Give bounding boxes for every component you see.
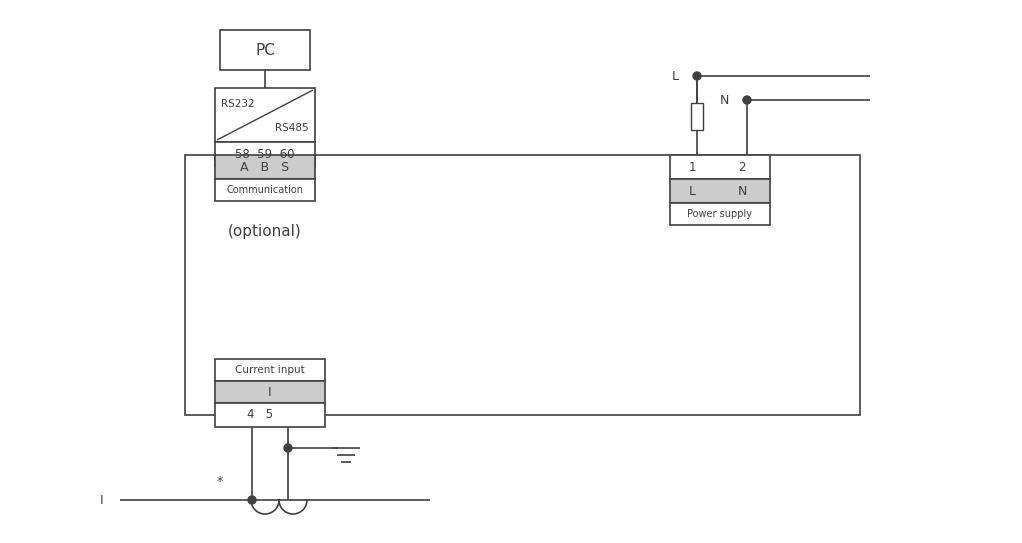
Text: *: * [217, 476, 223, 489]
Bar [670, 155, 770, 179]
Bar [215, 155, 315, 179]
Bar [185, 155, 860, 415]
Bar [670, 203, 770, 225]
Bar [220, 30, 310, 70]
Text: 2: 2 [738, 161, 746, 174]
Bar [215, 179, 315, 201]
Bar [691, 103, 703, 130]
Bar [215, 359, 325, 381]
Text: Power supply: Power supply [688, 209, 752, 219]
Text: I: I [100, 494, 103, 507]
Bar [215, 88, 315, 142]
Text: RS232: RS232 [221, 99, 254, 109]
Bar [215, 381, 325, 403]
Text: N: N [737, 185, 747, 198]
Text: 1: 1 [688, 161, 696, 174]
Text: RS485: RS485 [275, 123, 309, 133]
Text: (optional): (optional) [228, 224, 301, 238]
Text: N: N [719, 93, 729, 106]
Text: Communication: Communication [227, 185, 304, 195]
Bar [215, 142, 315, 166]
Text: Current input: Current input [235, 365, 305, 375]
Circle shape [248, 496, 256, 504]
Bar [670, 179, 770, 203]
Text: PC: PC [256, 42, 275, 58]
Circle shape [743, 96, 751, 104]
Text: L: L [689, 185, 696, 198]
Circle shape [693, 72, 701, 80]
Text: L: L [672, 70, 679, 83]
Circle shape [284, 444, 292, 452]
Bar [215, 403, 325, 427]
Text: A   B   S: A B S [240, 161, 289, 174]
Text: 58  59  60: 58 59 60 [235, 148, 294, 161]
Text: 4   5: 4 5 [247, 408, 273, 421]
Text: I: I [268, 386, 272, 399]
